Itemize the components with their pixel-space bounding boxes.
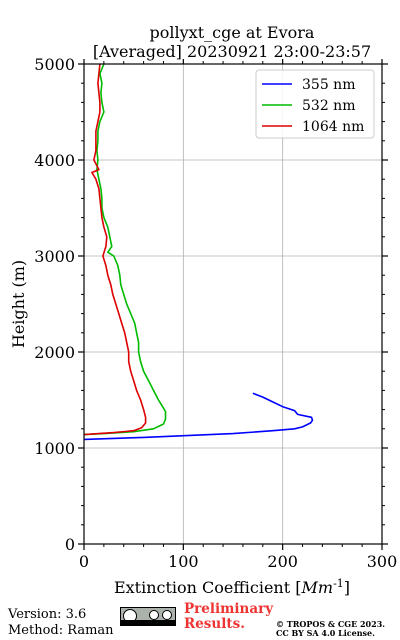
chart-title-line-1: pollyxt_cge at Evora bbox=[150, 23, 315, 42]
series-line-1064-nm bbox=[83, 63, 147, 436]
preliminary-results-note: Preliminary Results. bbox=[184, 602, 273, 632]
badge-strip bbox=[121, 620, 175, 625]
x-tick-label: 200 bbox=[267, 552, 298, 571]
legend-box bbox=[255, 69, 375, 139]
x-axis-label-bracket: ] bbox=[344, 578, 350, 597]
legend-entries: 355 nm 532 nm 1064 nm bbox=[262, 77, 364, 135]
x-tick-label: 100 bbox=[168, 552, 199, 571]
series-line-355-nm bbox=[83, 392, 314, 441]
y-axis-label: Height (m) bbox=[9, 260, 28, 348]
cc-by-sa-badge-icon bbox=[120, 607, 176, 626]
version-info: Version: 3.6 Method: Raman bbox=[8, 607, 114, 639]
copyright-line-2: CC BY SA 4.0 License. bbox=[276, 628, 375, 638]
grid-lines bbox=[84, 64, 382, 544]
plot-frame bbox=[83, 63, 383, 545]
series-lines bbox=[83, 63, 314, 441]
legend: 355 nm 532 nm 1064 nm bbox=[255, 69, 375, 139]
method-text: Method: Raman bbox=[8, 623, 114, 638]
x-tick-label: 300 bbox=[367, 552, 398, 571]
y-tick-label: 5000 bbox=[34, 55, 75, 74]
x-tick-label: 0 bbox=[79, 552, 89, 571]
preliminary-line-1: Preliminary bbox=[184, 601, 274, 617]
legend-label-1064-nm: 1064 nm bbox=[302, 119, 364, 135]
y-tick-label: 3000 bbox=[34, 247, 75, 266]
series-line-532-nm bbox=[83, 63, 167, 436]
y-tick-label: 4000 bbox=[34, 151, 75, 170]
x-axis-label-unit-exponent: -1 bbox=[333, 577, 344, 590]
legend-label-355-nm: 355 nm bbox=[302, 77, 355, 93]
sa-share-icon bbox=[162, 610, 172, 620]
y-tick-label: 2000 bbox=[34, 343, 75, 362]
y-tick-label: 1000 bbox=[34, 439, 75, 458]
x-axis-label-text: Extinction Coefficient bbox=[114, 578, 291, 597]
copyright-notice: © TROPOS & CGE 2023. CC BY SA 4.0 Licens… bbox=[276, 620, 385, 638]
legend-label-532-nm: 532 nm bbox=[302, 98, 355, 114]
x-axis-label-unit: Mm bbox=[301, 578, 334, 597]
copyright-line-1: © TROPOS & CGE 2023. bbox=[276, 619, 386, 629]
preliminary-line-2: Results. bbox=[184, 616, 245, 632]
x-axis-label: Extinction Coefficient [Mm-1] bbox=[114, 577, 350, 597]
extinction-profile-chart: pollyxt_cge at Evora [Averaged] 20230921… bbox=[9, 23, 397, 597]
by-person-icon bbox=[149, 610, 159, 620]
y-tick-label: 0 bbox=[65, 535, 75, 554]
version-text: Version: 3.6 bbox=[8, 607, 87, 622]
axis-ticks bbox=[78, 59, 388, 550]
chart-title-line-2: [Averaged] 20230921 23:00-23:57 bbox=[93, 42, 371, 61]
